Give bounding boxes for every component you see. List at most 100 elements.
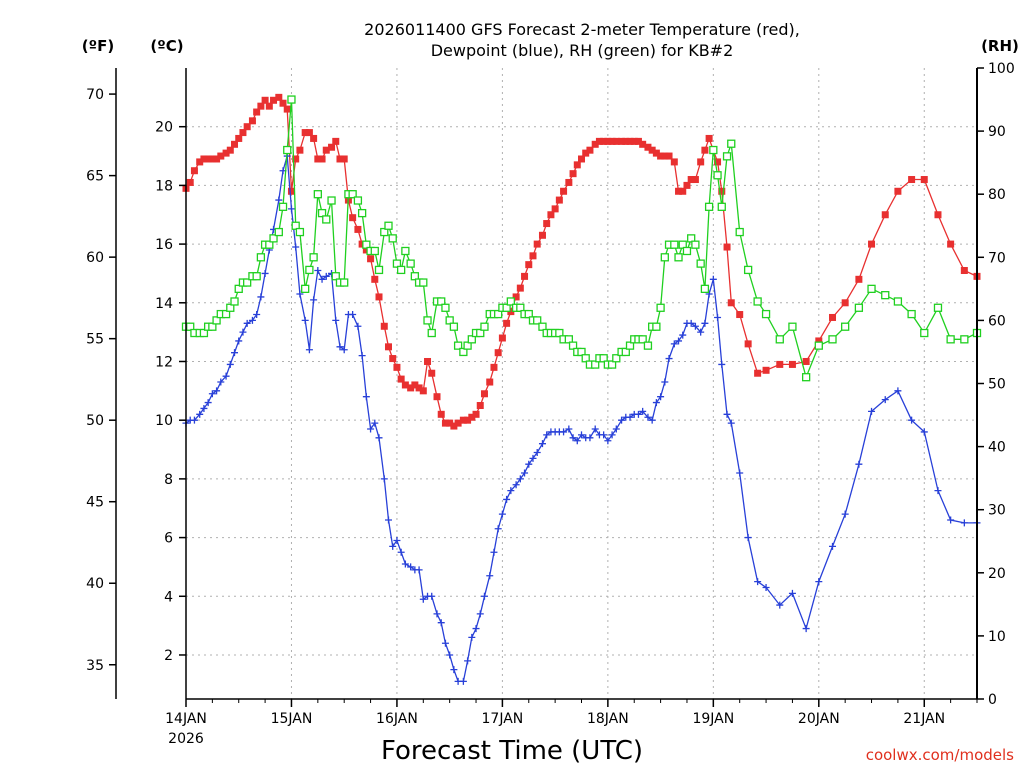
dewpoint-point xyxy=(691,322,699,330)
temperature-point xyxy=(829,313,837,321)
dewpoint-point xyxy=(239,328,247,336)
dewpoint-point xyxy=(340,346,348,354)
rh-tick-label: 60 xyxy=(988,313,1006,329)
rh-point xyxy=(287,95,296,104)
rh-point xyxy=(564,335,573,344)
dewpoint-point xyxy=(490,548,498,556)
temperature-point xyxy=(371,275,379,283)
temperature-point xyxy=(498,334,506,342)
temperature-point xyxy=(683,181,691,189)
dewpoint-point xyxy=(727,419,735,427)
dewpoint-point xyxy=(428,592,436,600)
temperature-point xyxy=(788,360,796,368)
rh-point xyxy=(357,208,367,218)
dewpoint-point xyxy=(529,454,537,462)
dewpoint-point xyxy=(543,431,551,439)
dewpoint-point xyxy=(213,387,221,395)
temperature-point xyxy=(776,360,784,368)
series-layer xyxy=(181,93,982,685)
chart-title-line-2: Dewpoint (blue), RH (green) for KB#2 xyxy=(431,41,734,60)
rh-point xyxy=(463,341,472,350)
temperature-point xyxy=(332,137,340,145)
rh-point xyxy=(331,272,340,281)
temperature-point xyxy=(454,419,462,427)
temperature-point xyxy=(222,149,230,157)
rh-point xyxy=(480,322,489,331)
dewpoint-point xyxy=(336,343,344,351)
dewpoint-point xyxy=(217,378,225,386)
temperature-point xyxy=(213,155,221,163)
dewpoint-point xyxy=(675,337,683,345)
dewpoint-point xyxy=(231,349,239,357)
rh-point xyxy=(392,259,402,268)
temperature-point xyxy=(292,155,300,163)
rh-point xyxy=(753,297,762,306)
rh-point xyxy=(577,347,586,357)
rh-tick-label: 0 xyxy=(988,692,997,708)
temperature-point xyxy=(639,140,647,148)
temperature-point xyxy=(947,240,955,248)
dewpoint-point xyxy=(512,481,520,489)
temperature-point xyxy=(701,146,709,154)
rh-point xyxy=(854,303,864,312)
temperature-point xyxy=(644,143,652,151)
rh-tick-label: 50 xyxy=(988,377,1006,393)
temperature-point xyxy=(257,102,265,110)
dewpoint-point xyxy=(354,322,362,330)
x-tick-label: 19JAN xyxy=(692,711,734,727)
dewpoint-point xyxy=(626,413,634,421)
dewpoint-point xyxy=(503,495,511,503)
dewpoint-point xyxy=(397,548,405,556)
temperature-point xyxy=(459,416,467,424)
temperature-point xyxy=(815,337,823,345)
temperature-point xyxy=(301,129,309,137)
rh-point xyxy=(506,297,515,306)
dewpoint-point xyxy=(604,437,612,445)
dewpoint-point xyxy=(802,625,810,633)
dewpoint-point xyxy=(393,537,401,545)
celsius-unit-label: (ºC) xyxy=(150,37,183,55)
temperature-point xyxy=(595,137,603,145)
rh-point xyxy=(696,259,705,268)
dewpoint-point xyxy=(718,360,726,368)
rh-point xyxy=(397,265,406,275)
rh-point xyxy=(269,234,278,243)
rh-point xyxy=(960,335,969,344)
chart-title-line-1: 2026011400 GFS Forecast 2-meter Temperat… xyxy=(364,20,800,39)
temperature-point xyxy=(186,178,194,186)
temperature-point xyxy=(622,137,630,145)
temperature-point xyxy=(547,211,555,219)
rh-point xyxy=(313,190,322,199)
temperature-point xyxy=(490,363,498,371)
rh-point xyxy=(591,360,600,369)
dewpoint-point xyxy=(196,410,204,418)
dewpoint-point xyxy=(190,416,198,424)
dewpoint-point xyxy=(600,431,608,439)
temperature-point xyxy=(296,146,304,154)
rh-point xyxy=(380,227,389,237)
temperature-point xyxy=(691,176,699,184)
dewpoint-point xyxy=(322,272,330,280)
temperature-point xyxy=(551,205,559,213)
rh-point xyxy=(599,354,608,363)
rh-point xyxy=(291,221,300,230)
celsius-tick-label: 18 xyxy=(155,178,173,194)
temperature-point xyxy=(310,134,318,142)
temperature-point xyxy=(754,369,762,377)
rh-point xyxy=(252,272,261,281)
fahrenheit-tick-label: 65 xyxy=(86,169,104,185)
rh-point xyxy=(788,322,797,331)
dewpoint-point xyxy=(261,269,269,277)
temperature-point xyxy=(618,137,626,145)
rh-tick-label: 40 xyxy=(988,440,1006,456)
temperature-point xyxy=(934,211,942,219)
temperature-point xyxy=(362,246,370,254)
celsius-tick-label: 12 xyxy=(155,354,173,370)
rh-point xyxy=(660,253,669,262)
dewpoint-point xyxy=(591,425,599,433)
dewpoint-point xyxy=(709,275,717,283)
x-tick-label: 20JAN xyxy=(798,711,840,727)
rh-point xyxy=(295,227,305,237)
temperature-point xyxy=(217,152,225,160)
dewpoint-point xyxy=(200,404,208,412)
